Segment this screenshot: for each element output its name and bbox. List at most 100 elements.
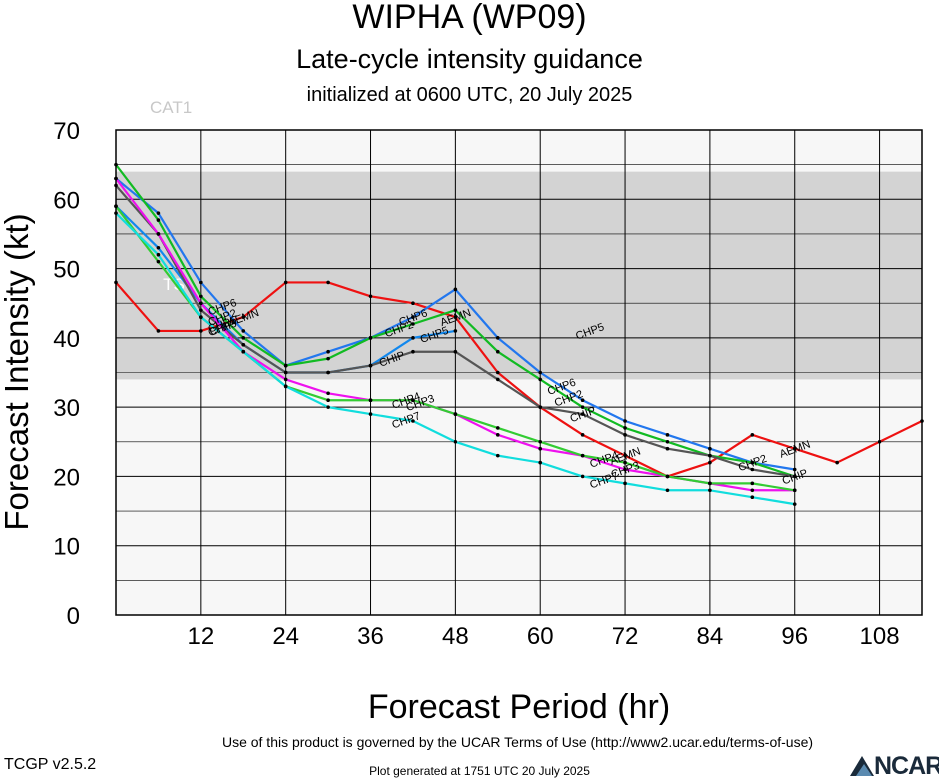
data-point-chp4: [326, 398, 330, 403]
data-point-chp2: [495, 349, 500, 354]
data-point-chip: [792, 474, 797, 479]
data-point-chip: [411, 349, 415, 354]
data-point-chp7: [241, 349, 246, 354]
data-point-chp7: [453, 439, 458, 444]
data-point-chp7: [792, 502, 797, 506]
y-tick-label: 70: [53, 118, 80, 145]
y-tick-label: 60: [53, 187, 80, 214]
y-axis-label: Forecast Intensity (kt): [0, 213, 35, 530]
x-tick-label: 12: [187, 623, 214, 650]
chart-subtitle: Late-cycle intensity guidance: [296, 44, 643, 74]
data-point-aemn: [453, 315, 458, 319]
chart-title: WIPHA (WP09): [352, 0, 587, 36]
data-point-chp3: [750, 488, 755, 493]
data-point-aemn: [368, 294, 373, 299]
data-point-chp4: [495, 426, 500, 430]
data-point-chp4: [750, 481, 755, 486]
data-point-chp2: [580, 405, 585, 409]
data-point-chp4: [411, 398, 415, 403]
band-cat1: [116, 130, 922, 172]
data-point-chp7: [283, 384, 288, 389]
data-point-chp3: [199, 301, 203, 306]
data-point-chp4: [453, 412, 458, 416]
data-point-chp7: [580, 474, 585, 479]
data-point-chp5: [156, 245, 161, 250]
data-point-aemn: [750, 433, 755, 437]
data-point-chp6: [495, 336, 500, 340]
data-point-chp6: [326, 349, 330, 354]
x-tick-label: 108: [860, 623, 900, 650]
data-point-chp7: [326, 405, 330, 409]
x-tick-label: 48: [442, 623, 469, 650]
x-tick-label: 24: [272, 623, 299, 650]
data-point-aemn: [708, 460, 712, 465]
data-point-chp2: [241, 336, 246, 340]
data-point-aemn: [877, 439, 882, 444]
y-tick-label: 10: [53, 534, 80, 561]
data-point-chip: [453, 349, 458, 354]
data-point-chp7: [708, 488, 712, 493]
data-point-aemn: [411, 301, 415, 306]
terms-of-use: Use of this product is governed by the U…: [221, 734, 814, 750]
series-line-aemn: [115, 281, 923, 478]
data-point-chip: [368, 363, 373, 368]
data-point-chp2: [156, 218, 161, 222]
x-tick-label: 72: [612, 623, 639, 650]
data-point-chp2: [411, 322, 415, 326]
data-point-chp2: [453, 308, 458, 312]
data-point-chp2: [368, 336, 373, 340]
data-point-chp6: [792, 467, 797, 472]
data-point-chp4: [623, 460, 627, 465]
data-point-chp7: [750, 495, 755, 500]
data-point-chp7: [495, 453, 500, 458]
data-point-chip: [283, 370, 288, 375]
y-tick-label: 50: [53, 257, 80, 284]
data-point-chp2: [623, 426, 627, 430]
data-point-chp6: [623, 419, 627, 423]
x-tick-label: 60: [527, 623, 554, 650]
data-point-chip: [580, 412, 585, 416]
data-point-aemn: [156, 329, 161, 333]
data-point-chp2: [750, 460, 755, 465]
data-point-chp3: [623, 467, 627, 472]
data-point-chp6: [665, 433, 670, 437]
version-label: TCGP v2.5.2: [4, 756, 97, 773]
data-point-chp7: [411, 419, 415, 423]
data-point-aemn: [792, 446, 797, 451]
data-point-chp3: [326, 391, 330, 396]
data-point-chp4: [708, 481, 712, 486]
data-point-chp7: [156, 252, 161, 257]
data-point-chip: [623, 433, 627, 437]
data-point-chp5: [453, 329, 458, 333]
ncar-logo-text: NCAR: [874, 752, 939, 780]
band-ts: [116, 171, 922, 380]
data-point-chp7: [368, 412, 373, 416]
data-point-aemn: [623, 453, 627, 458]
data-point-aemn: [326, 280, 330, 285]
data-point-aemn: [835, 460, 839, 465]
data-point-chp6: [453, 287, 458, 292]
x-tick-label: 96: [781, 623, 808, 650]
x-tick-label: 36: [357, 623, 384, 650]
data-point-chp2: [538, 377, 543, 382]
data-point-chp6: [538, 370, 543, 375]
data-point-chp4: [792, 488, 797, 493]
data-point-chp7: [665, 488, 670, 493]
band-label-cat1: CAT1: [150, 98, 192, 117]
init-time: initialized at 0600 UTC, 20 July 2025: [306, 84, 633, 106]
data-point-chp4: [665, 474, 670, 479]
data-point-chp6: [708, 446, 712, 451]
y-tick-label: 20: [53, 464, 80, 491]
data-point-chip: [199, 308, 203, 312]
data-point-chp3: [538, 446, 543, 451]
ncar-logo-icon: [850, 756, 874, 776]
data-point-aemn: [580, 433, 585, 437]
y-tick-label: 0: [67, 603, 80, 630]
plot-frame: [115, 129, 923, 616]
data-point-aemn: [283, 280, 288, 285]
data-point-chp4: [538, 439, 543, 444]
data-point-chip: [750, 467, 755, 472]
data-point-chp4: [580, 453, 585, 458]
data-point-chp5: [411, 336, 415, 340]
data-point-chp6: [199, 280, 203, 285]
